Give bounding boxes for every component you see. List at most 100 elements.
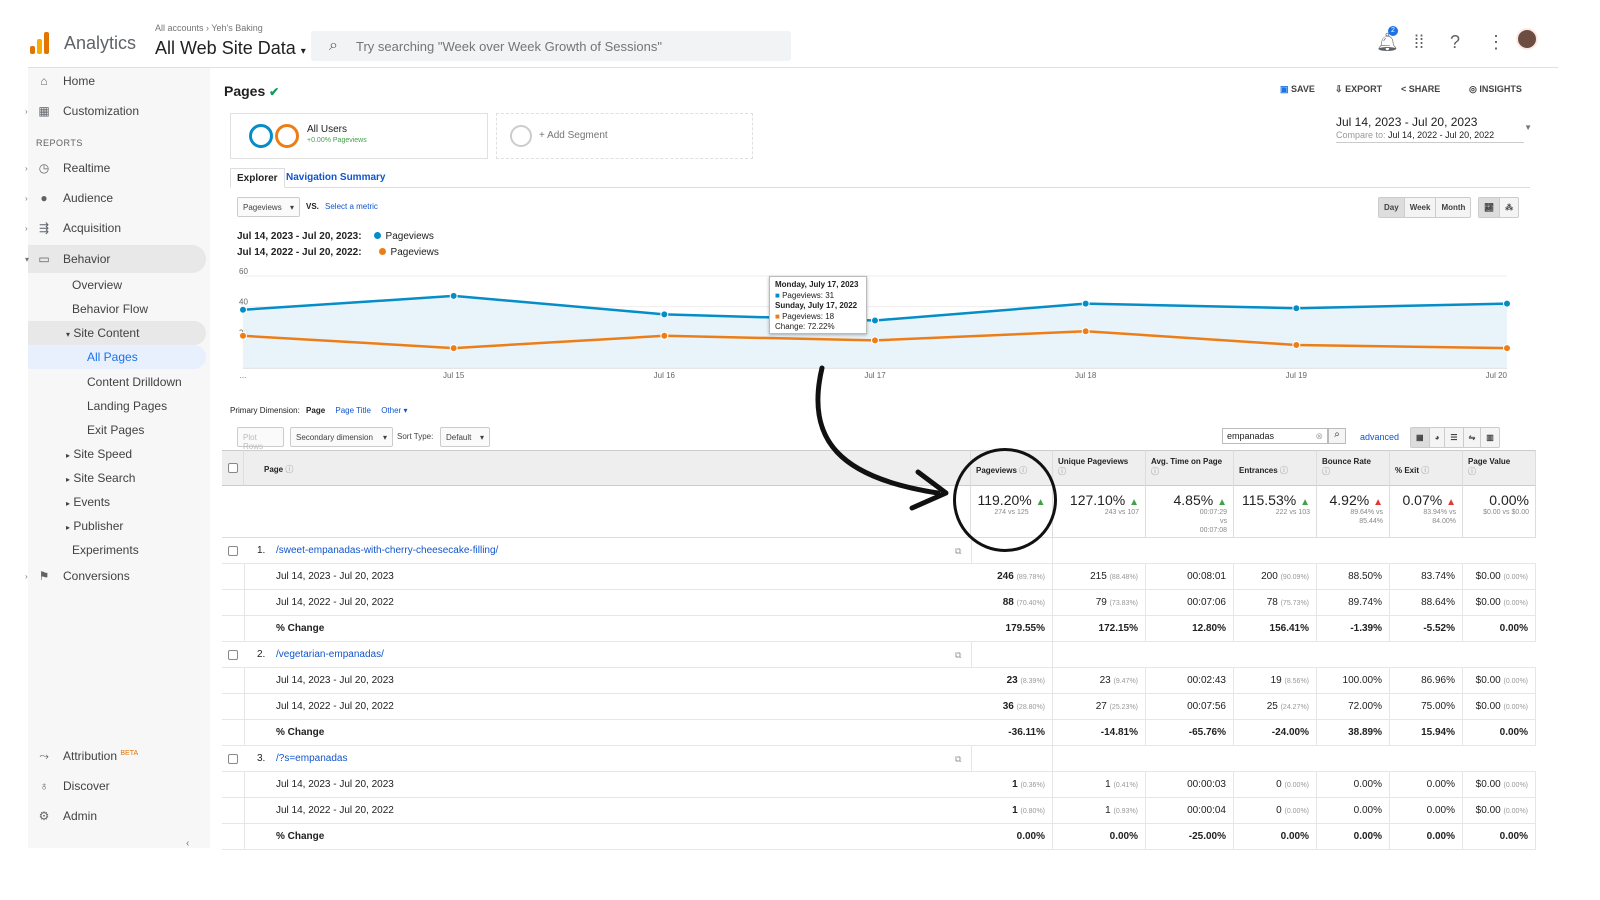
sidebar-item-customization[interactable]: › ▦ Customization xyxy=(25,104,140,118)
dimension-page[interactable]: Page xyxy=(306,406,326,415)
cell-entrances: -24.00% xyxy=(1234,720,1317,746)
filter-search-button[interactable]: ⌕ xyxy=(1328,428,1346,444)
table-filter-input[interactable]: empanadas ⊗ xyxy=(1222,428,1328,444)
open-page-icon[interactable]: ⧉ xyxy=(955,754,962,764)
table-row-page[interactable]: 2. /vegetarian-empanadas/ ⧉ xyxy=(222,642,1536,668)
comparison-view-icon[interactable]: ⇋ xyxy=(1464,428,1482,447)
header-exit[interactable]: % Exit ⓘ xyxy=(1390,450,1463,486)
header-entrances[interactable]: Entrances ⓘ xyxy=(1234,450,1317,486)
clear-filter-icon[interactable]: ⊗ xyxy=(1315,431,1323,441)
row-divider xyxy=(244,772,245,798)
export-button[interactable]: ⇩ EXPORT xyxy=(1335,84,1383,94)
sidebar-item-attribution[interactable]: ⤳ Attribution BETA xyxy=(28,743,206,769)
sidebar-item-site-search[interactable]: ▸ Site Search xyxy=(66,471,136,485)
share-button[interactable]: < SHARE xyxy=(1401,84,1441,94)
legend-current: Jul 14, 2023 - Jul 20, 2023: Pageviews xyxy=(237,231,434,242)
total-avg-time: 4.85% ▲ 00:07:29 vs 00:07:08 xyxy=(1146,486,1234,538)
sidebar-item-all-pages[interactable]: All Pages xyxy=(28,345,206,369)
insights-button[interactable]: ◎ INSIGHTS xyxy=(1469,84,1522,94)
search-icon: ⌕ xyxy=(329,37,338,54)
sidebar-item-experiments[interactable]: Experiments xyxy=(72,543,139,557)
sidebar-item-landing-pages[interactable]: Landing Pages xyxy=(87,399,168,413)
x-tick-label: Jul 18 xyxy=(1075,371,1097,380)
notifications-icon[interactable]: 🔔︎ xyxy=(1376,32,1399,52)
line-chart-icon[interactable]: 📈︎ xyxy=(1479,198,1501,217)
date-range-picker[interactable]: Jul 14, 2023 - Jul 20, 2023 Compare to: … xyxy=(1336,115,1532,143)
header-bounce-rate[interactable]: Bounce Rate ⓘ xyxy=(1317,450,1390,486)
row-divider xyxy=(244,668,245,694)
select-metric-link[interactable]: Select a metric xyxy=(325,202,378,211)
page-link[interactable]: /vegetarian-empanadas/ xyxy=(276,649,384,660)
tab-navigation-summary[interactable]: Navigation Summary xyxy=(286,172,386,183)
page-link[interactable]: /sweet-empanadas-with-cherry-cheesecake-… xyxy=(276,545,499,556)
avatar[interactable] xyxy=(1516,28,1538,50)
open-page-icon[interactable]: ⧉ xyxy=(955,546,962,556)
advanced-filter-link[interactable]: advanced xyxy=(1360,432,1400,442)
pie-view-icon[interactable]: ◕ xyxy=(1430,428,1446,447)
row-divider xyxy=(971,538,1053,564)
search-bar[interactable]: ⌕ Try searching "Week over Week Growth o… xyxy=(311,31,791,61)
metric-select[interactable]: Pageviews ▾ xyxy=(237,197,300,217)
sidebar-item-audience[interactable]: › ● Audience xyxy=(25,191,114,205)
sidebar-item-content-drilldown[interactable]: Content Drilldown xyxy=(87,375,182,389)
motion-chart-icon[interactable]: ⁂ xyxy=(1505,203,1514,212)
page-link[interactable]: /?s=empanadas xyxy=(276,753,348,764)
apps-grid-icon[interactable]: ⁞⁞ xyxy=(1414,32,1425,52)
week-button[interactable]: Week xyxy=(1405,198,1437,217)
cell-value: 200 xyxy=(1261,571,1278,582)
row-checkbox[interactable] xyxy=(228,650,238,660)
bar-view-icon[interactable]: ☰ xyxy=(1445,428,1464,447)
header-page-value[interactable]: Page Value ⓘ xyxy=(1463,450,1536,486)
collapse-sidebar-icon[interactable]: ‹ xyxy=(186,838,190,849)
x-tick-label: Jul 16 xyxy=(654,371,676,380)
sidebar-item-realtime[interactable]: › ◷ Realtime xyxy=(25,161,111,175)
more-vert-icon[interactable]: ⋮ xyxy=(1487,32,1505,52)
sidebar-item-publisher[interactable]: ▸ Publisher xyxy=(66,519,124,533)
cell-entrances: 200 (90.09%) xyxy=(1234,564,1317,590)
table-row-page[interactable]: 3. /?s=empanadas ⧉ xyxy=(222,746,1536,772)
segment-all-users[interactable]: All Users +0.00% Pageviews xyxy=(230,113,488,159)
day-button[interactable]: Day xyxy=(1379,198,1405,217)
table-view-icon[interactable]: ▦ xyxy=(1411,428,1430,447)
sidebar-item-acquisition[interactable]: › ⇶ Acquisition xyxy=(25,221,122,235)
sidebar-item-discover[interactable]: ♁ Discover xyxy=(28,773,206,799)
header-unique-pageviews[interactable]: Unique Pageviews ⓘ xyxy=(1053,450,1146,486)
cell-page-value: 0.00% xyxy=(1463,824,1536,850)
plot-rows-button[interactable]: Plot Rows xyxy=(237,427,284,451)
sidebar-item-home[interactable]: ⌂ Home xyxy=(28,68,206,94)
pivot-view-icon[interactable]: ▥ xyxy=(1486,433,1494,442)
header-avg-time[interactable]: Avg. Time on Page ⓘ xyxy=(1146,450,1234,486)
secondary-dimension-select[interactable]: Secondary dimension ▾ xyxy=(290,427,393,447)
sidebar-item-admin[interactable]: ⚙ Admin xyxy=(28,803,206,829)
sidebar-item-behavior[interactable]: ▾ ▭ Behavior xyxy=(25,245,206,273)
analytics-logo xyxy=(28,30,52,54)
sidebar-item-behavior-flow[interactable]: Behavior Flow xyxy=(72,302,149,316)
view-selector[interactable]: All Web Site Data ▾ xyxy=(155,38,306,59)
dimension-page-title[interactable]: Page Title xyxy=(335,406,371,415)
open-page-icon[interactable]: ⧉ xyxy=(955,650,962,660)
cell-entrances: 0 (0.00%) xyxy=(1234,798,1317,824)
sidebar-item-exit-pages[interactable]: Exit Pages xyxy=(87,423,145,437)
month-button[interactable]: Month xyxy=(1441,203,1466,212)
account-path[interactable]: All accounts › Yeh's Baking xyxy=(155,23,263,33)
sort-type-select[interactable]: Default ▾ xyxy=(440,427,490,447)
annotation-circle xyxy=(953,448,1057,552)
sidebar-item-events[interactable]: ▸ Events xyxy=(66,495,111,509)
sidebar-item-site-speed[interactable]: ▸ Site Speed xyxy=(66,447,133,461)
add-segment-button[interactable]: + Add Segment xyxy=(496,113,753,159)
save-button[interactable]: ▣ SAVE xyxy=(1280,84,1315,94)
cell-value: 75.00% xyxy=(1421,701,1455,712)
row-checkbox[interactable] xyxy=(228,546,238,556)
sidebar-item-site-content[interactable]: ▾ Site Content xyxy=(28,321,206,345)
cell-bounce-rate: 100.00% xyxy=(1317,668,1390,694)
select-all-checkbox[interactable] xyxy=(228,463,238,473)
tab-explorer[interactable]: Explorer xyxy=(230,168,285,188)
table-row-page[interactable]: 1. /sweet-empanadas-with-cherry-cheeseca… xyxy=(222,538,1536,564)
sidebar-item-conversions[interactable]: › ⚑ Conversions xyxy=(25,569,130,583)
help-icon[interactable]: ? xyxy=(1450,32,1461,52)
cell-value: 0.00% xyxy=(1499,831,1528,842)
dimension-other[interactable]: Other ▾ xyxy=(381,406,408,415)
row-checkbox[interactable] xyxy=(228,754,238,764)
header-page[interactable]: Page ⓘ xyxy=(244,450,971,486)
sidebar-item-overview[interactable]: Overview xyxy=(72,278,123,292)
